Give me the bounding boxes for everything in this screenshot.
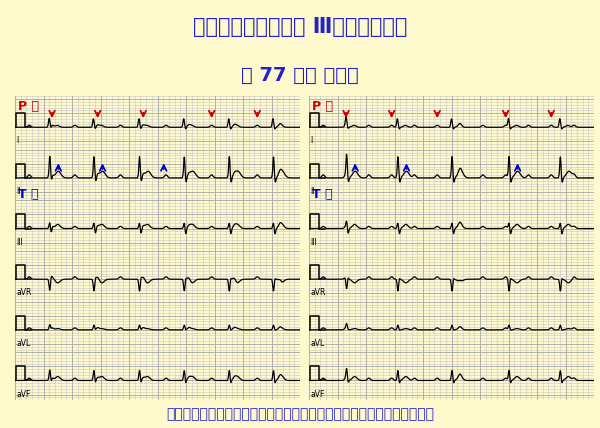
Text: aVL: aVL — [16, 339, 31, 348]
Text: II: II — [310, 187, 315, 196]
Text: （ 77 歳、 男性）: （ 77 歳、 男性） — [241, 65, 359, 85]
Text: P 波: P 波 — [312, 100, 333, 113]
Text: aVR: aVR — [16, 288, 32, 297]
Text: T 波: T 波 — [18, 188, 38, 202]
Text: 完全房室ブロック（ Ⅲ度ブロック）: 完全房室ブロック（ Ⅲ度ブロック） — [193, 17, 407, 37]
Text: aVF: aVF — [310, 389, 325, 398]
Text: 完全房室ブロックでは、Ｐ波とＴ波が別々のリズムで無関係に出現する: 完全房室ブロックでは、Ｐ波とＴ波が別々のリズムで無関係に出現する — [166, 407, 434, 421]
Text: II: II — [16, 187, 21, 196]
Text: aVF: aVF — [16, 389, 31, 398]
Text: I: I — [310, 137, 313, 146]
Text: III: III — [16, 238, 23, 247]
Text: P 波: P 波 — [18, 100, 39, 113]
Text: T 波: T 波 — [312, 188, 332, 202]
Text: III: III — [310, 238, 317, 247]
Text: aVR: aVR — [310, 288, 326, 297]
Text: aVL: aVL — [310, 339, 325, 348]
Text: I: I — [16, 137, 19, 146]
